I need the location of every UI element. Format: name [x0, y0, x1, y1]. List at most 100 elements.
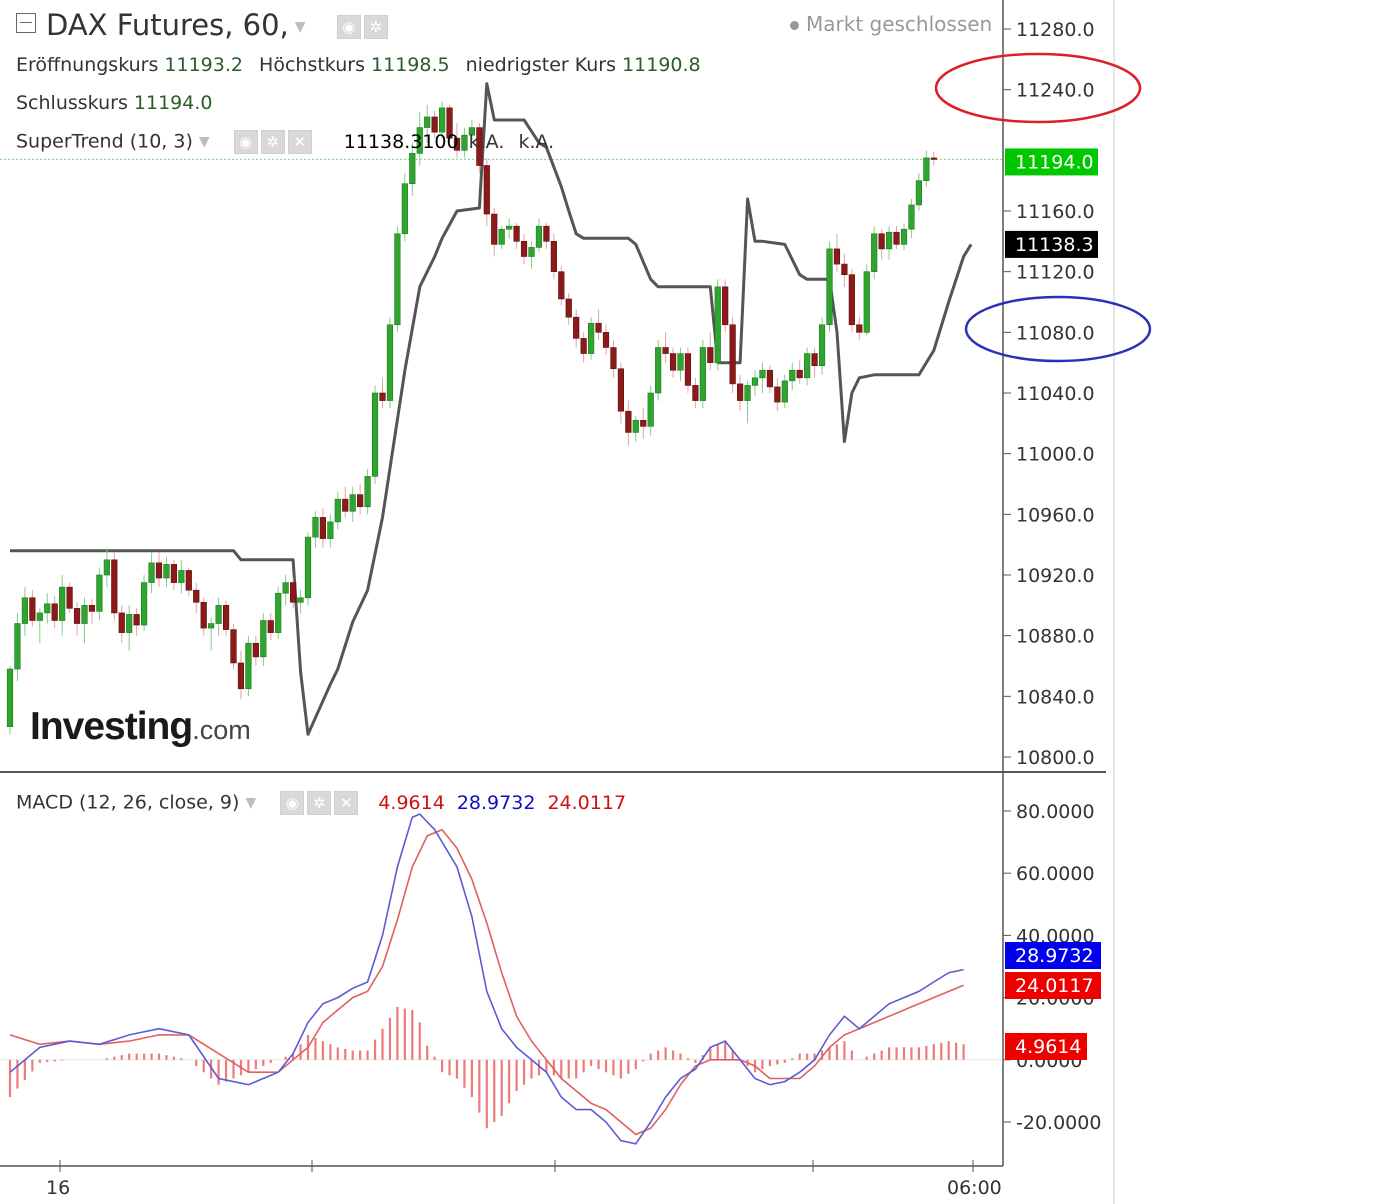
- candle-up: [409, 153, 416, 185]
- candle-down: [573, 316, 580, 339]
- candle-down: [446, 107, 453, 139]
- candle-down: [431, 116, 438, 133]
- chevron-down-icon[interactable]: ▼: [198, 134, 210, 150]
- candle-up: [349, 494, 356, 512]
- eye-icon[interactable]: ◉: [280, 791, 305, 815]
- candle-up: [371, 392, 379, 477]
- candle-down: [796, 369, 803, 379]
- candle-up: [163, 564, 170, 579]
- candle-up: [655, 347, 662, 394]
- candle-up: [416, 127, 423, 154]
- candle-down: [193, 589, 200, 603]
- price-tick-label: 11160.0: [1016, 201, 1095, 223]
- candle-up: [260, 620, 267, 658]
- candle-up: [424, 116, 431, 128]
- candle-down: [237, 662, 245, 690]
- candle-up: [334, 498, 341, 523]
- chevron-down-icon[interactable]: ▼: [245, 795, 257, 811]
- macd-legend: MACD (12, 26, close, 9) ▼ ◉ ✲ ✕ 4.9614 28.9…: [16, 791, 626, 815]
- candle-up: [900, 228, 908, 245]
- candle-up: [528, 247, 535, 257]
- price-tick-label: 11120.0: [1016, 262, 1095, 284]
- gear-icon[interactable]: ✲: [363, 15, 388, 39]
- candle-up: [275, 592, 282, 633]
- supertrend-na-2: k.A.: [518, 130, 555, 153]
- market-status-text: Markt geschlossen: [806, 12, 993, 36]
- candle-up: [44, 603, 51, 614]
- candle-down: [513, 225, 520, 242]
- chevron-down-icon[interactable]: ▼: [294, 19, 306, 35]
- candle-down: [111, 559, 118, 614]
- candle-down: [252, 642, 259, 658]
- candle-up: [587, 322, 595, 354]
- close-icon[interactable]: ✕: [334, 791, 359, 815]
- gear-icon[interactable]: ✲: [307, 791, 332, 815]
- supertrend-line: [10, 82, 973, 736]
- supertrend-legend: SuperTrend (10, 3) ▼ ◉ ✲ ✕ 11138.3100 k.A. …: [16, 130, 554, 154]
- candle-down: [580, 338, 587, 354]
- candle-up: [438, 107, 446, 133]
- supertrend-na-1: k.A.: [468, 130, 505, 153]
- close-label: Schlusskurs: [16, 92, 128, 114]
- price-tick-label: 10920.0: [1016, 565, 1095, 587]
- price-tick-label: 10840.0: [1016, 686, 1095, 708]
- candle-down: [930, 157, 937, 160]
- candle-up: [14, 623, 21, 670]
- candle-down: [550, 241, 557, 272]
- candle-up: [6, 668, 14, 727]
- open-value: 11193.2: [164, 54, 243, 76]
- candle-down: [379, 392, 386, 401]
- candle-up: [245, 642, 252, 690]
- low-value: 11190.8: [622, 54, 701, 76]
- macd-tick-label: 60.0000: [1016, 863, 1095, 885]
- candle-up: [759, 369, 766, 379]
- candle-up: [401, 183, 408, 235]
- gear-icon[interactable]: ✲: [260, 130, 285, 154]
- supertrend-tag-bg: [1005, 230, 1098, 258]
- supertrend-tag: 11138.3: [1015, 234, 1094, 256]
- eye-icon[interactable]: ◉: [336, 15, 361, 39]
- candle-up: [789, 369, 796, 382]
- candle-up: [677, 353, 684, 371]
- candle-up: [178, 570, 185, 583]
- candle-up: [96, 574, 103, 612]
- candle-down: [841, 263, 848, 276]
- eye-icon[interactable]: ◉: [233, 130, 258, 154]
- candle-down: [774, 386, 781, 403]
- candle-up: [826, 248, 833, 326]
- last-price-tag-bg: [1005, 148, 1098, 176]
- histogram-tag: 4.9614: [1015, 1036, 1081, 1058]
- candle-down: [200, 601, 207, 629]
- macd-line: [9, 813, 964, 1145]
- candle-down: [289, 582, 297, 603]
- red-ellipse-annotation: [934, 52, 1142, 124]
- candle-down: [66, 586, 73, 609]
- candle-down: [267, 620, 274, 633]
- logo-suffix: .com: [192, 715, 251, 745]
- candle-down: [483, 165, 490, 215]
- candle-up: [923, 157, 930, 181]
- candle-down: [565, 298, 572, 318]
- macd-tick-label: 40.0000: [1016, 925, 1095, 947]
- candle-up: [81, 605, 88, 624]
- candle-up: [36, 612, 43, 621]
- close-icon[interactable]: ✕: [287, 130, 312, 154]
- candle-down: [729, 324, 736, 385]
- macd-signal-value: 24.0117: [547, 791, 627, 814]
- candle-down: [736, 383, 744, 401]
- macd-tick-label: 80.0000: [1016, 801, 1095, 823]
- candle-up: [804, 353, 811, 379]
- market-status: Markt geschlossen: [790, 12, 992, 36]
- price-tick-label: 11040.0: [1016, 383, 1095, 405]
- candle-up: [21, 597, 29, 624]
- time-tick-label: 16: [46, 1177, 70, 1199]
- collapse-icon[interactable]: [16, 13, 36, 33]
- candle-up: [297, 597, 304, 603]
- candle-down: [491, 213, 498, 245]
- price-tick-label: 10880.0: [1016, 626, 1095, 648]
- candle-down: [662, 347, 669, 354]
- candle-down: [357, 494, 364, 508]
- close-legend: Schlusskurs 11194.0: [16, 92, 222, 114]
- candle-down: [692, 385, 699, 401]
- candle-down: [520, 241, 528, 257]
